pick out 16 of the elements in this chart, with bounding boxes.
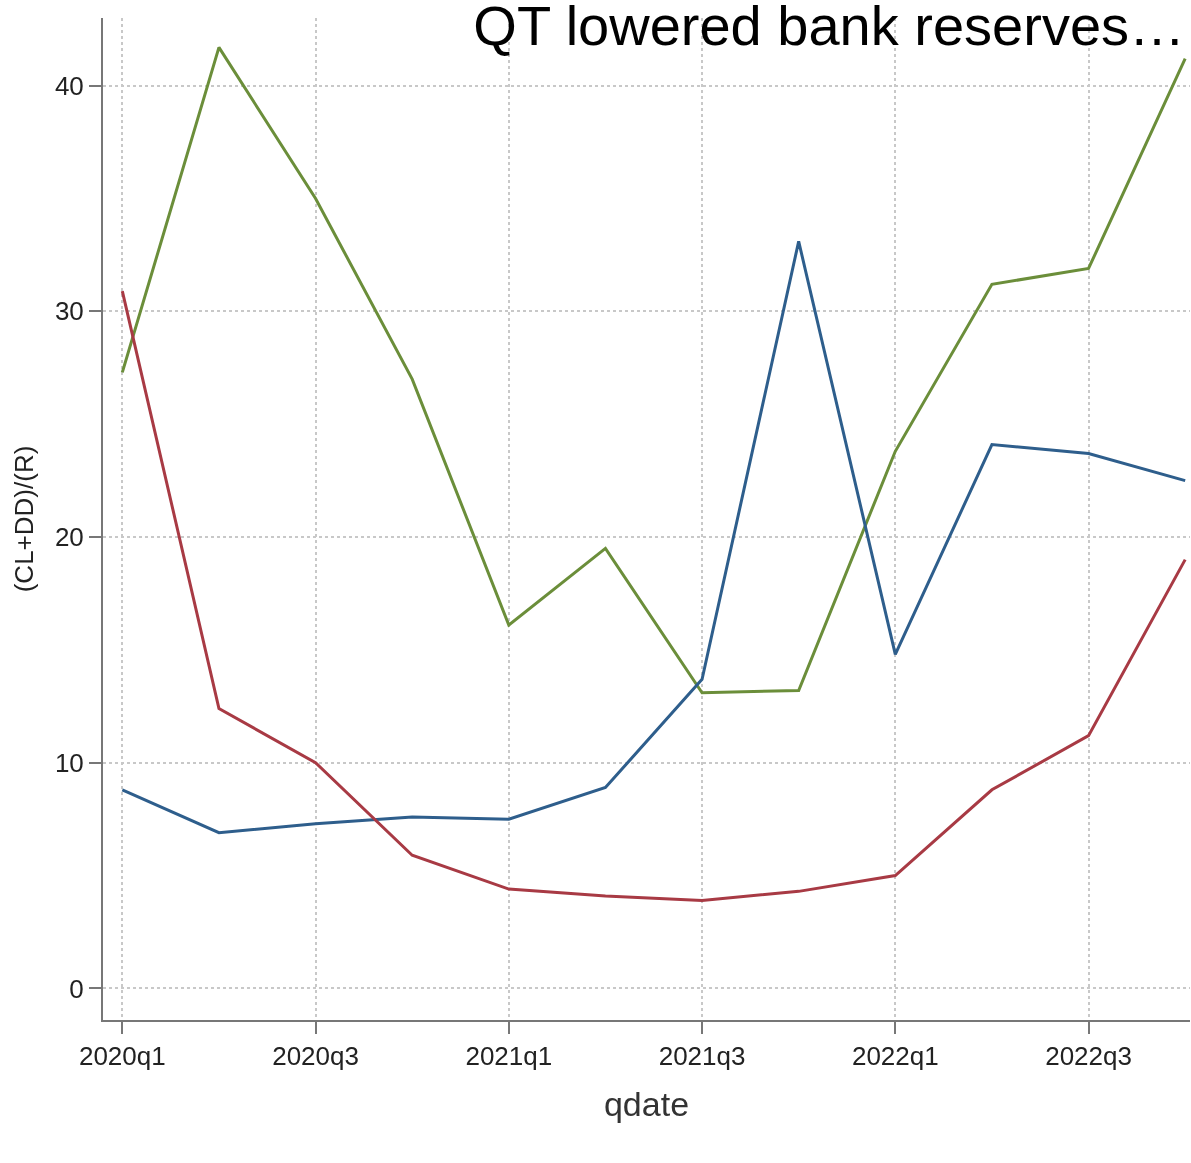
line-series [120, 239, 1187, 835]
y-tick-label: 40 [54, 70, 84, 101]
x-tick-label: 2022q1 [851, 1041, 939, 1072]
x-axis-title: qdate [603, 1085, 690, 1123]
x-tick-label: 2020q3 [272, 1041, 359, 1072]
x-tick-label: 2021q3 [658, 1041, 746, 1072]
chart-title: QT lowered bank reserves… [473, 0, 1186, 58]
line-series [120, 289, 1187, 902]
y-tick-label: 30 [54, 296, 84, 327]
y-tick-label: 20 [54, 522, 84, 553]
y-tick-label: 10 [54, 747, 84, 778]
x-tick-label: 2022q3 [1045, 1041, 1132, 1072]
y-axis-title: (CL+DD)/(R) [8, 445, 39, 593]
x-tick-label: 2020q1 [78, 1041, 166, 1072]
x-tick-label: 2021q1 [465, 1041, 553, 1072]
y-tick-label: 0 [69, 973, 84, 1004]
